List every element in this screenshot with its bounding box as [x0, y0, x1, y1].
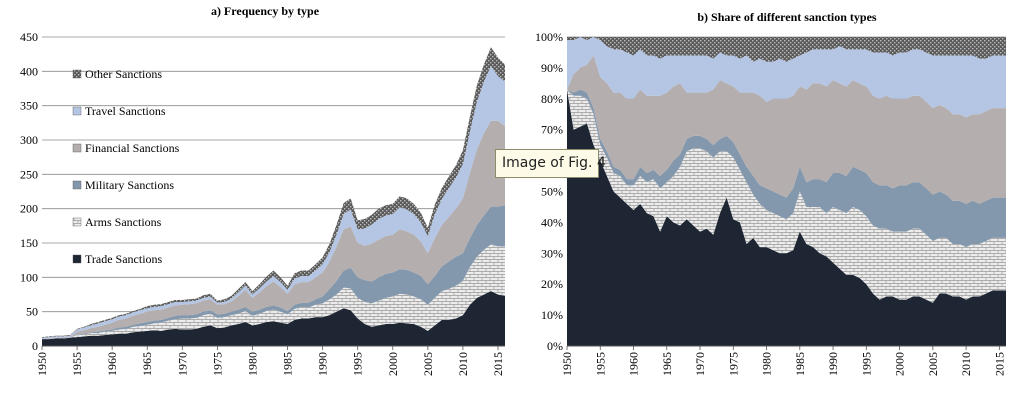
- chart-b-x-tick-label: 1955: [593, 352, 607, 376]
- chart-a-x-tick-label: 1970: [175, 352, 189, 376]
- chart-b-x-tick-label: 1965: [660, 352, 674, 376]
- chart-b-y-tick-label: 50%: [541, 185, 563, 199]
- chart-a-y-tick-label: 350: [20, 99, 38, 113]
- chart-a-title: a) Frequency by type: [211, 4, 320, 18]
- chart-a-x-tick-label: 2000: [386, 352, 400, 376]
- legend-swatch-trade-sanctions: [72, 254, 82, 264]
- chart-b-area-travel-sanctions: [567, 37, 1006, 118]
- chart-a-x-axis: 1950 1955 1960 1965 1970 1975 1980 1985 1990 1995…: [35, 346, 505, 376]
- chart-a-area-military-sanctions: [42, 205, 505, 340]
- legend-label-travel-sanctions: Travel Sanctions: [85, 104, 166, 118]
- legend-swatch-financial-sanctions: [72, 143, 82, 153]
- chart-b-x-tick-label: 2015: [992, 352, 1006, 376]
- chart-b-x-tick-label: 1990: [826, 352, 840, 376]
- chart-b-areas: [567, 37, 1006, 347]
- chart-a-y-axis: 0 50 100 150 200 250 300 350 400 450: [20, 30, 38, 353]
- chart-a-y-tick-label: 400: [20, 64, 38, 78]
- chart-b-area-arms-sanctions: [567, 89, 1006, 303]
- legend-label-trade-sanctions: Trade Sanctions: [85, 252, 163, 266]
- chart-b-y-tick-label: 40%: [541, 215, 563, 229]
- chart-a-y-tick-label: 100: [20, 270, 38, 284]
- chart-b-x-tick-label: 2000: [893, 352, 907, 376]
- chart-a-area-financial-sanctions: [42, 120, 505, 340]
- chart-b-x-axis: 1950 1955 1960 1965 1970 1975 1980 1985 1990 1995…: [560, 346, 1006, 376]
- panel-share-of-types: b) Share of different sanction types 0%1…: [535, 10, 1006, 376]
- chart-b-x-tick-label: 1980: [760, 352, 774, 376]
- chart-b-y-tick-label: 20%: [541, 277, 563, 291]
- chart-b-y-tick-label: 0%: [547, 339, 563, 353]
- chart-b-x-tick-label: 1985: [793, 352, 807, 376]
- chart-b-x-tick-label: 1995: [859, 352, 873, 376]
- chart-b-title: b) Share of different sanction types: [697, 10, 877, 24]
- legend-swatch-military-sanctions: [72, 180, 82, 190]
- chart-a-x-tick-label: 1985: [281, 352, 295, 376]
- chart-b-x-tick-label: 2005: [926, 352, 940, 376]
- chart-a-x-tick-label: 1995: [351, 352, 365, 376]
- chart-a-area-trade-sanctions: [42, 291, 505, 346]
- chart-b-area-military-sanctions: [567, 89, 1006, 248]
- chart-b-x-tick-label: 1950: [560, 352, 574, 376]
- chart-a-y-tick-label: 200: [20, 202, 38, 216]
- chart-b-y-tick-label: 10%: [541, 308, 563, 322]
- chart-a-x-tick-label: 1960: [105, 352, 119, 376]
- chart-b-y-tick-label: 80%: [541, 92, 563, 106]
- chart-a-x-tick-label: 2010: [456, 352, 470, 376]
- chart-a-x-tick-label: 2005: [421, 352, 435, 376]
- legend-swatch-other-sanctions: [72, 69, 82, 79]
- chart-a-x-tick-label: 1990: [316, 352, 330, 376]
- chart-a-area-arms-sanctions: [42, 244, 505, 340]
- chart-b-area-financial-sanctions: [567, 55, 1006, 204]
- image-tooltip: Image of Fig. 4: [495, 149, 606, 178]
- chart-a-legend: Other Sanctions Travel Sanctions Financial…: [72, 67, 180, 266]
- chart-a-y-tick-label: 0: [32, 339, 38, 353]
- chart-b-y-tick-label: 70%: [541, 123, 563, 137]
- chart-a-x-tick-label: 1965: [140, 352, 154, 376]
- chart-a-y-tick-label: 150: [20, 236, 38, 250]
- legend-label-arms-sanctions: Arms Sanctions: [85, 215, 162, 229]
- chart-b-x-tick-label: 1960: [627, 352, 641, 376]
- chart-b-x-tick-label: 1970: [693, 352, 707, 376]
- chart-b-area-other-sanctions: [567, 37, 1006, 62]
- legend-label-military-sanctions: Military Sanctions: [85, 178, 174, 192]
- legend-label-other-sanctions: Other Sanctions: [85, 67, 162, 81]
- chart-a-y-tick-label: 250: [20, 167, 38, 181]
- chart-a-x-tick-label: 1975: [210, 352, 224, 376]
- legend-swatch-arms-sanctions: [72, 217, 82, 227]
- chart-a-y-tick-label: 450: [20, 30, 38, 44]
- chart-a-y-tick-label: 50: [26, 305, 38, 319]
- chart-a-y-tick-label: 300: [20, 133, 38, 147]
- chart-b-x-tick-label: 1975: [726, 352, 740, 376]
- chart-b-x-tick-label: 2010: [959, 352, 973, 376]
- chart-a-x-tick-label: 1980: [245, 352, 259, 376]
- chart-b-y-tick-label: 90%: [541, 61, 563, 75]
- chart-a-x-tick-label: 1950: [35, 352, 49, 376]
- chart-a-gridlines: [42, 36, 505, 347]
- panel-frequency-by-type: a) Frequency by type 0 50 100 150 200 250 300 3…: [20, 4, 505, 376]
- chart-b-y-tick-label: 100%: [535, 30, 563, 44]
- legend-label-financial-sanctions: Financial Sanctions: [85, 141, 180, 155]
- legend-swatch-travel-sanctions: [72, 106, 82, 116]
- chart-b-area-trade-sanctions: [567, 89, 1006, 346]
- chart-a-x-tick-label: 2015: [491, 352, 505, 376]
- chart-a-areas: [42, 47, 505, 347]
- chart-a-x-tick-label: 1955: [70, 352, 84, 376]
- chart-b-y-axis: 0%10%20%30%40%50%60%70%80%90%100%: [535, 30, 563, 353]
- chart-b-y-tick-label: 30%: [541, 246, 563, 260]
